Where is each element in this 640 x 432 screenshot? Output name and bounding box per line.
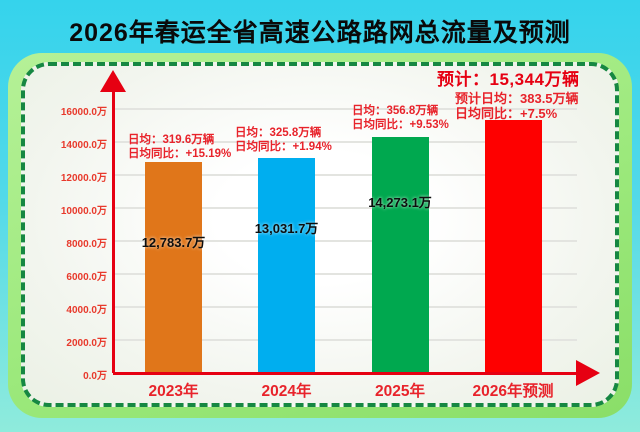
- x-axis-category-label: 2024年: [261, 383, 312, 400]
- annotation-line: 日均同比：+15.19%: [128, 147, 232, 160]
- annotation-line: 日均同比：+1.94%: [235, 140, 332, 153]
- bar-2024年: [258, 157, 315, 373]
- y-axis-tick-label: 10000.0万: [60, 206, 107, 217]
- bar-value-label: 14,273.1万: [368, 195, 432, 210]
- chart-panel-inner: 0.0万 2000.0万 4000.0万 6000.0万 8000.0万 10000.0万…: [21, 62, 619, 407]
- gridline: [113, 174, 577, 176]
- page-title: 2026年春运全省高速公路路网总流量及预测: [69, 19, 571, 47]
- y-axis-arrow-icon: [100, 70, 126, 92]
- annotation-line: 日均同比：+9.53%: [352, 118, 449, 131]
- gridline: [113, 108, 577, 110]
- x-axis-category-label: 2023年: [148, 383, 199, 400]
- bar-2026年预测: [484, 119, 542, 373]
- daily-average-annotation: 日均：356.8万辆 日均同比：+9.53%: [352, 105, 449, 132]
- bar-value-label: 12,783.7万: [141, 235, 206, 250]
- annotation-line: 日均：319.6万辆: [128, 134, 215, 146]
- daily-average-annotation: 日均：325.8万辆 日均同比：+1.94%: [235, 127, 332, 154]
- y-axis-tick-label: 2000.0万: [66, 338, 107, 349]
- y-axis-tick-label: 14000.0万: [60, 140, 107, 151]
- gridline: [113, 306, 577, 308]
- bar-2025年: [371, 137, 429, 373]
- chart-panel: 0.0万 2000.0万 4000.0万 6000.0万 8000.0万 10000.0万…: [8, 53, 632, 418]
- y-axis-tick-label: 16000.0万: [60, 107, 107, 118]
- y-axis-tick-label: 0.0万: [83, 371, 107, 382]
- x-axis-arrow-icon: [576, 360, 600, 386]
- forecast-annotation: 预计：15,344万辆预计日均：383.5万辆 日均同比：+7.5%: [437, 70, 580, 121]
- x-axis-category-label: 2026年预测: [472, 383, 554, 400]
- bar-chart: 0.0万 2000.0万 4000.0万 6000.0万 8000.0万 10000.0万…: [21, 62, 619, 407]
- y-axis-tick-label: 8000.0万: [66, 239, 107, 250]
- y-axis-tick-label: 4000.0万: [66, 305, 107, 316]
- forecast-headline: 预计：15,344万辆: [437, 70, 580, 89]
- gridline: [113, 207, 577, 209]
- forecast-line: 日均同比：+7.5%: [455, 106, 558, 121]
- x-axis-line: [113, 371, 580, 375]
- bar-value-label: 13,031.7万: [254, 221, 319, 236]
- annotation-line: 日均：356.8万辆: [352, 105, 439, 117]
- gridline: [113, 339, 577, 341]
- bar-2023年: [145, 162, 202, 373]
- y-axis-tick-label: 6000.0万: [66, 272, 107, 283]
- forecast-line: 预计日均：383.5万辆: [455, 91, 579, 106]
- gridline: [113, 141, 577, 143]
- y-axis-tick-label: 12000.0万: [60, 173, 107, 184]
- annotation-line: 日均：325.8万辆: [235, 127, 322, 139]
- daily-average-annotation: 日均：319.6万辆 日均同比：+15.19%: [128, 134, 231, 161]
- x-axis-category-label: 2025年: [375, 383, 425, 400]
- y-axis-line: [111, 90, 115, 373]
- gridline: [113, 240, 577, 242]
- gridline: [113, 273, 577, 275]
